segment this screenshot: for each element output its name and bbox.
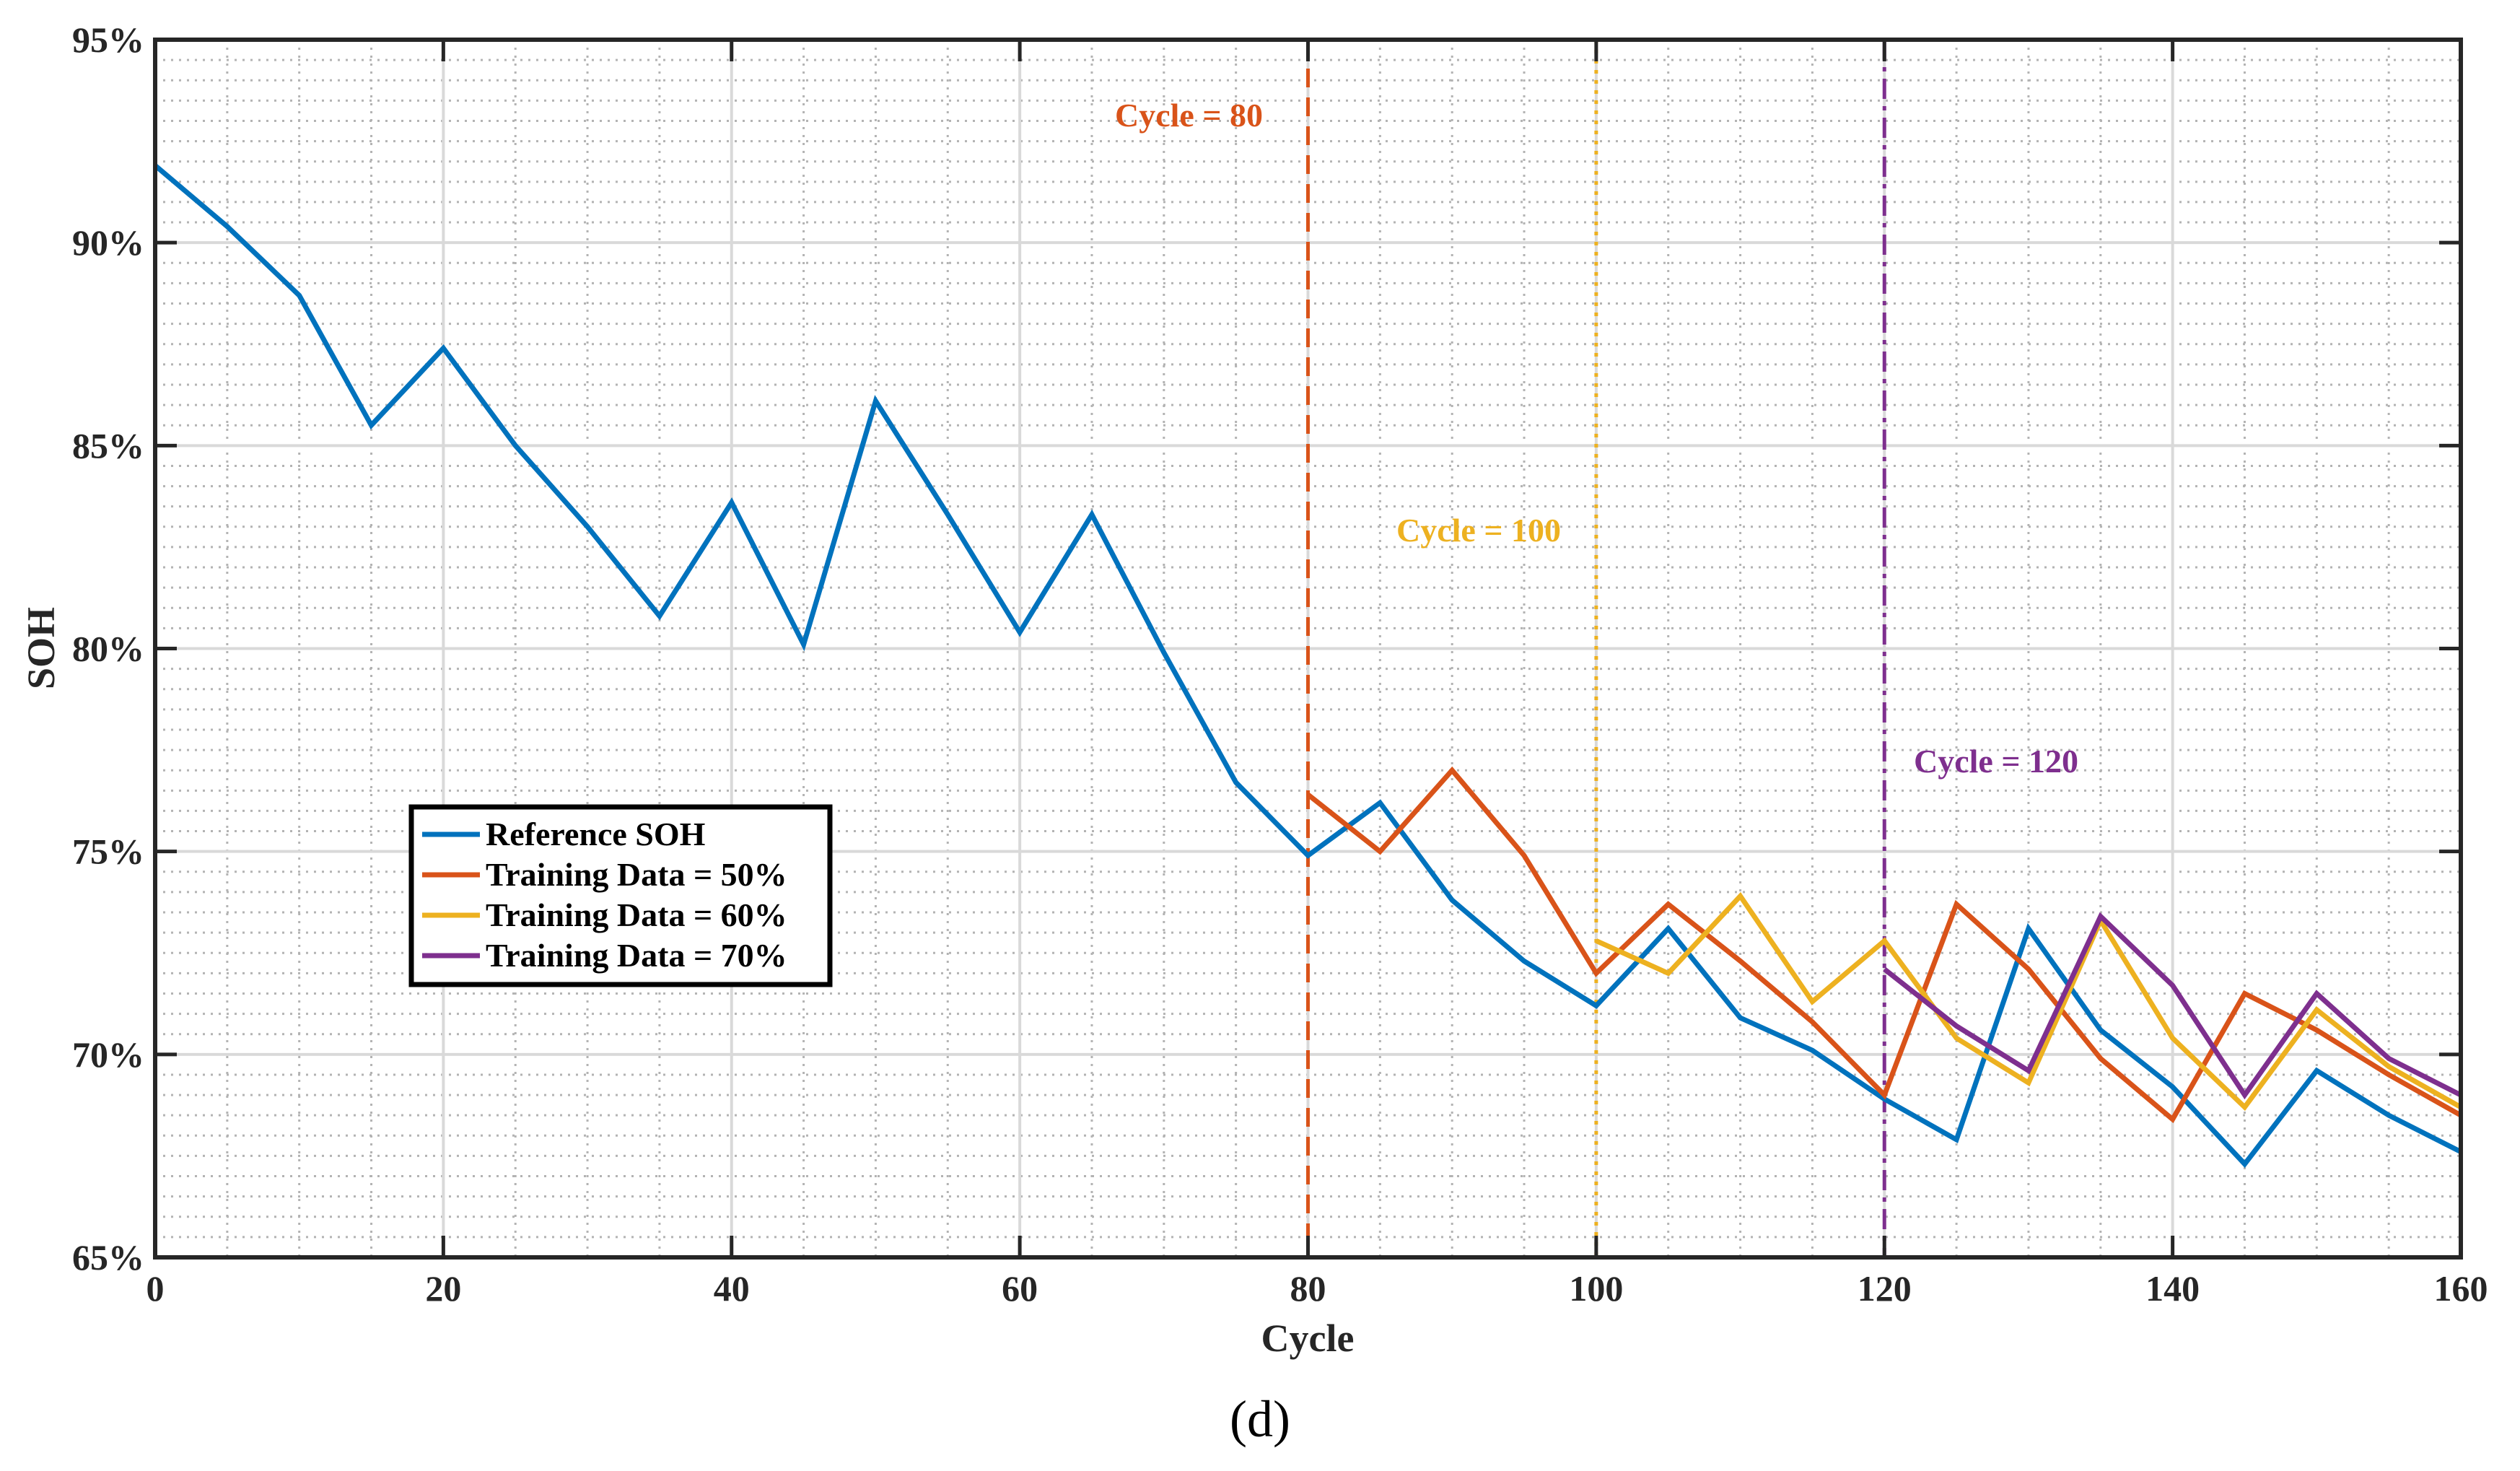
- y-axis-title: SOH: [19, 607, 63, 689]
- x-tick-label: 100: [1569, 1268, 1623, 1309]
- y-tick-labels: 65% 70% 75% 80% 85% 90% 95%: [72, 19, 144, 1278]
- cycle-annotations: Cycle = 80 Cycle = 100 Cycle = 120: [1115, 97, 2078, 780]
- annotation-cycle-100: Cycle = 100: [1396, 512, 1561, 549]
- x-tick-label: 60: [1002, 1268, 1038, 1309]
- y-tick-label: 65%: [72, 1237, 144, 1278]
- legend-label-2: Training Data = 60%: [486, 896, 787, 933]
- series-line-3: [1883, 912, 2462, 1100]
- series-layer: [153, 163, 2462, 1169]
- legend-label-3: Training Data = 70%: [486, 937, 787, 974]
- y-tick-label: 70%: [72, 1034, 144, 1075]
- y-tick-label: 75%: [72, 831, 144, 872]
- x-tick-label: 0: [146, 1268, 165, 1309]
- series-line-1: [1306, 766, 2462, 1124]
- legend-box: [408, 804, 833, 987]
- y-tick-label: 80%: [72, 629, 144, 669]
- cycle-marker-lines: [1306, 40, 1886, 1257]
- x-tick-label: 20: [425, 1268, 461, 1309]
- series-line-2: [1595, 891, 2462, 1112]
- annotation-cycle-120: Cycle = 120: [1914, 743, 2078, 780]
- x-tick-label: 40: [714, 1268, 750, 1309]
- y-tick-label: 95%: [72, 19, 144, 60]
- y-tick-label: 85%: [72, 425, 144, 466]
- x-tick-label: 140: [2145, 1268, 2200, 1309]
- y-tick-label: 90%: [72, 222, 144, 263]
- x-axis-title: Cycle: [1261, 1317, 1355, 1360]
- legend-label-0: Reference SOH: [486, 816, 706, 852]
- annotation-cycle-80: Cycle = 80: [1115, 97, 1263, 134]
- x-tick-label: 120: [1858, 1268, 1912, 1309]
- axis-ticks: [153, 38, 2463, 1260]
- legend-label-1: Training Data = 50%: [486, 856, 787, 893]
- figure-caption: (d): [1230, 1390, 1290, 1448]
- x-tick-label: 160: [2434, 1268, 2488, 1309]
- x-tick-label: 80: [1290, 1268, 1326, 1309]
- x-tick-labels: 0 20 40 60 80 100 120 140 160: [146, 1268, 2488, 1309]
- series-line-0: [153, 163, 2462, 1169]
